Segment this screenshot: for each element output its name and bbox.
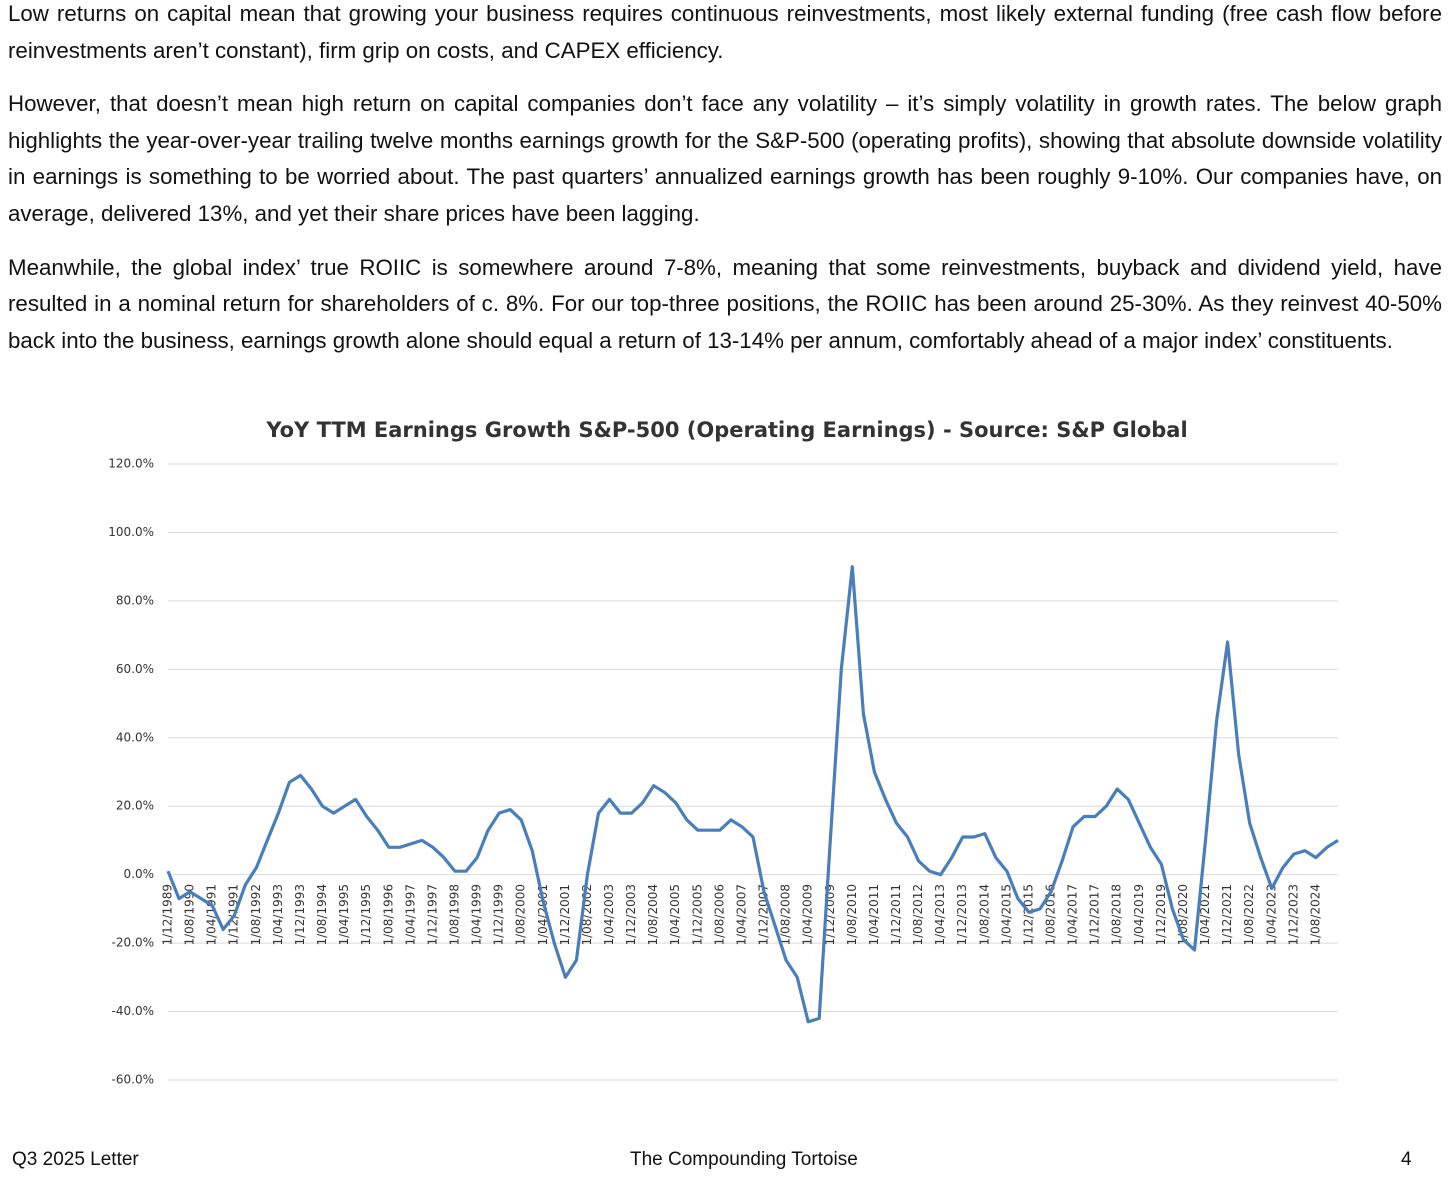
x-tick-label: 1/04/2017 — [1066, 884, 1080, 946]
footer-left: Q3 2025 Letter — [12, 1149, 139, 1170]
paragraph: However, that doesn’t mean high return o… — [8, 91, 1442, 226]
x-tick-label: 1/04/2019 — [1132, 884, 1146, 946]
x-tick-label: 1/08/2014 — [977, 884, 991, 946]
x-tick-label: 1/12/1999 — [492, 884, 506, 946]
x-tick-label: 1/12/2015 — [1021, 884, 1035, 946]
x-tick-label: 1/04/1993 — [271, 884, 285, 946]
y-tick-label: -20.0% — [112, 936, 154, 950]
x-tick-label: 1/08/1992 — [249, 884, 263, 946]
y-tick-label: 100.0% — [108, 525, 154, 539]
x-tick-label: 1/08/1998 — [447, 884, 461, 946]
x-tick-label: 1/08/2018 — [1110, 884, 1124, 946]
x-tick-label: 1/04/2023 — [1264, 884, 1278, 946]
y-tick-label: 60.0% — [116, 662, 154, 676]
x-tick-label: 1/08/2012 — [911, 884, 925, 946]
body-text: Low returns on capital mean that growing… — [8, 0, 1442, 376]
y-tick-label: -60.0% — [112, 1073, 154, 1087]
paragraph: Meanwhile, the global index’ true ROIIC … — [8, 254, 1442, 353]
x-tick-label: 1/12/2017 — [1088, 884, 1102, 946]
x-tick-label: 1/12/1993 — [293, 884, 307, 946]
x-tick-label: 1/12/1995 — [359, 884, 373, 946]
footer-right: 4 — [1401, 1149, 1412, 1170]
y-tick-label: 120.0% — [108, 457, 154, 471]
x-tick-label: 1/04/1991 — [205, 884, 219, 946]
x-tick-label: 1/12/2003 — [624, 884, 638, 946]
y-tick-label: 0.0% — [124, 867, 155, 881]
x-tick-label: 1/12/2021 — [1220, 884, 1234, 946]
x-tick-label: 1/12/2023 — [1286, 884, 1300, 946]
x-tick-label: 1/04/2009 — [801, 884, 815, 946]
x-tick-label: 1/04/2003 — [602, 884, 616, 946]
x-tick-label: 1/08/2010 — [845, 884, 859, 946]
x-tick-label: 1/08/1990 — [183, 884, 197, 946]
x-tick-label: 1/04/2015 — [999, 884, 1013, 946]
y-tick-label: 40.0% — [116, 730, 154, 744]
x-tick-label: 1/12/1989 — [161, 884, 175, 946]
x-tick-label: 1/04/2021 — [1198, 884, 1212, 946]
y-tick-label: -40.0% — [112, 1004, 154, 1018]
footer-center: The Compounding Tortoise — [630, 1149, 858, 1170]
x-tick-label: 1/08/2022 — [1242, 884, 1256, 946]
chart-title: YoY TTM Earnings Growth S&P-500 (Operati… — [265, 418, 1187, 442]
x-tick-label: 1/04/1997 — [403, 884, 417, 946]
x-tick-label: 1/08/1994 — [315, 884, 329, 946]
y-tick-label: 20.0% — [116, 799, 154, 813]
x-tick-label: 1/04/1995 — [337, 884, 351, 946]
x-tick-label: 1/08/1996 — [381, 884, 395, 946]
x-tick-label: 1/12/2001 — [558, 884, 572, 946]
x-tick-label: 1/04/2011 — [867, 884, 881, 946]
x-tick-label: 1/08/2006 — [712, 884, 726, 946]
paragraph: Low returns on capital mean that growing… — [8, 1, 1442, 63]
x-tick-label: 1/04/1999 — [470, 884, 484, 946]
x-tick-label: 1/08/2000 — [514, 884, 528, 946]
x-tick-label: 1/04/2001 — [536, 884, 550, 946]
x-tick-label: 1/08/2008 — [779, 884, 793, 946]
x-tick-label: 1/04/2007 — [734, 884, 748, 946]
x-tick-label: 1/12/2011 — [889, 884, 903, 946]
x-tick-label: 1/04/2005 — [668, 884, 682, 946]
x-tick-label: 1/04/2013 — [933, 884, 947, 946]
x-tick-label: 1/12/2005 — [690, 884, 704, 946]
line-series — [166, 565, 1339, 1024]
x-tick-label: 1/08/2024 — [1308, 884, 1322, 946]
x-tick-label: 1/12/2013 — [955, 884, 969, 946]
y-tick-label: 80.0% — [116, 593, 154, 607]
x-tick-label: 1/12/2019 — [1154, 884, 1168, 946]
x-tick-label: 1/12/1997 — [425, 884, 439, 946]
x-tick-label: 1/08/2004 — [646, 884, 660, 946]
